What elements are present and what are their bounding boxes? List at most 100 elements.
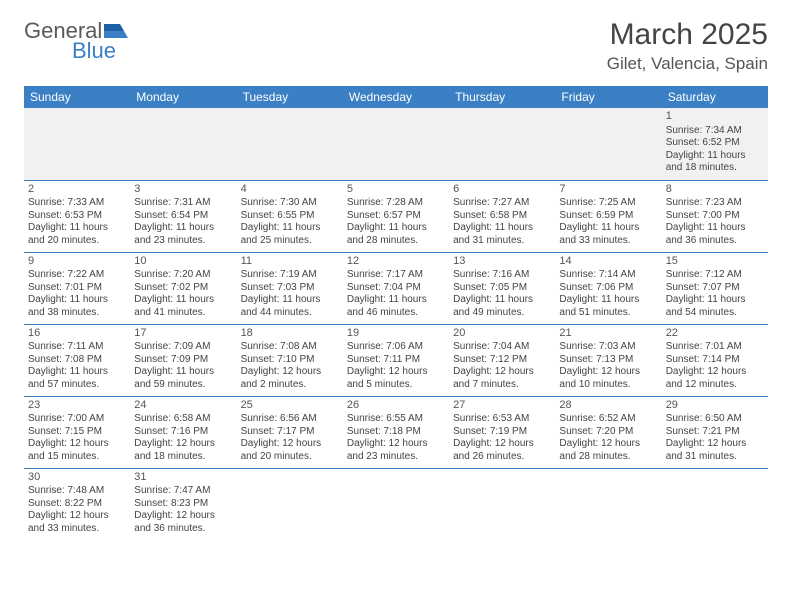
calendar-cell: 17Sunrise: 7:09 AMSunset: 7:09 PMDayligh… xyxy=(130,324,236,396)
calendar-cell: 21Sunrise: 7:03 AMSunset: 7:13 PMDayligh… xyxy=(555,324,661,396)
daylight-text: Daylight: 11 hours and 18 minutes. xyxy=(666,150,764,175)
sunrise-text: Sunrise: 7:09 AM xyxy=(134,341,232,354)
sunrise-text: Sunrise: 7:48 AM xyxy=(28,485,126,498)
day-number: 18 xyxy=(241,327,339,341)
sunset-text: Sunset: 7:03 PM xyxy=(241,282,339,295)
sunrise-text: Sunrise: 7:28 AM xyxy=(347,197,445,210)
sunrise-text: Sunrise: 7:31 AM xyxy=(134,197,232,210)
sunset-text: Sunset: 7:04 PM xyxy=(347,282,445,295)
calendar-cell: 6Sunrise: 7:27 AMSunset: 6:58 PMDaylight… xyxy=(449,180,555,252)
calendar-cell-empty xyxy=(24,108,130,180)
day-number: 21 xyxy=(559,327,657,341)
day-number: 30 xyxy=(28,471,126,485)
flag-icon xyxy=(104,23,130,39)
daylight-text: Daylight: 12 hours and 5 minutes. xyxy=(347,366,445,391)
calendar-cell-empty xyxy=(662,468,768,540)
sunrise-text: Sunrise: 7:11 AM xyxy=(28,341,126,354)
sunset-text: Sunset: 7:12 PM xyxy=(453,354,551,367)
day-number: 8 xyxy=(666,183,764,197)
daylight-text: Daylight: 11 hours and 31 minutes. xyxy=(453,222,551,247)
daylight-text: Daylight: 12 hours and 31 minutes. xyxy=(666,438,764,463)
sunrise-text: Sunrise: 7:34 AM xyxy=(666,125,764,138)
calendar-table: SundayMondayTuesdayWednesdayThursdayFrid… xyxy=(24,86,768,540)
calendar-cell: 13Sunrise: 7:16 AMSunset: 7:05 PMDayligh… xyxy=(449,252,555,324)
calendar-cell: 7Sunrise: 7:25 AMSunset: 6:59 PMDaylight… xyxy=(555,180,661,252)
sunrise-text: Sunrise: 6:50 AM xyxy=(666,413,764,426)
calendar-cell: 16Sunrise: 7:11 AMSunset: 7:08 PMDayligh… xyxy=(24,324,130,396)
sunset-text: Sunset: 7:19 PM xyxy=(453,426,551,439)
calendar-cell: 4Sunrise: 7:30 AMSunset: 6:55 PMDaylight… xyxy=(237,180,343,252)
daylight-text: Daylight: 12 hours and 7 minutes. xyxy=(453,366,551,391)
calendar-cell: 1Sunrise: 7:34 AMSunset: 6:52 PMDaylight… xyxy=(662,108,768,180)
calendar-cell: 10Sunrise: 7:20 AMSunset: 7:02 PMDayligh… xyxy=(130,252,236,324)
daylight-text: Daylight: 11 hours and 51 minutes. xyxy=(559,294,657,319)
sunrise-text: Sunrise: 7:30 AM xyxy=(241,197,339,210)
weekday-header: Sunday xyxy=(24,86,130,108)
daylight-text: Daylight: 12 hours and 26 minutes. xyxy=(453,438,551,463)
calendar-cell: 9Sunrise: 7:22 AMSunset: 7:01 PMDaylight… xyxy=(24,252,130,324)
weekday-header: Friday xyxy=(555,86,661,108)
sunrise-text: Sunrise: 7:14 AM xyxy=(559,269,657,282)
sunset-text: Sunset: 7:21 PM xyxy=(666,426,764,439)
day-number: 23 xyxy=(28,399,126,413)
sunset-text: Sunset: 8:23 PM xyxy=(134,498,232,511)
calendar-cell-empty xyxy=(449,468,555,540)
sunset-text: Sunset: 7:15 PM xyxy=(28,426,126,439)
calendar-cell: 14Sunrise: 7:14 AMSunset: 7:06 PMDayligh… xyxy=(555,252,661,324)
daylight-text: Daylight: 11 hours and 57 minutes. xyxy=(28,366,126,391)
sunset-text: Sunset: 7:00 PM xyxy=(666,210,764,223)
sunset-text: Sunset: 7:01 PM xyxy=(28,282,126,295)
weekday-header: Saturday xyxy=(662,86,768,108)
day-number: 19 xyxy=(347,327,445,341)
calendar-cell: 22Sunrise: 7:01 AMSunset: 7:14 PMDayligh… xyxy=(662,324,768,396)
sunrise-text: Sunrise: 7:22 AM xyxy=(28,269,126,282)
sunrise-text: Sunrise: 7:00 AM xyxy=(28,413,126,426)
calendar-week: 23Sunrise: 7:00 AMSunset: 7:15 PM Dayligh… xyxy=(24,396,768,468)
month-title: March 2025 xyxy=(607,18,768,52)
sunset-text: Sunset: 7:06 PM xyxy=(559,282,657,295)
calendar-cell-empty xyxy=(449,108,555,180)
day-number: 6 xyxy=(453,183,551,197)
calendar-cell: 28Sunrise: 6:52 AMSunset: 7:20 PMDayligh… xyxy=(555,396,661,468)
day-number: 1 xyxy=(666,110,764,124)
daylight-text: Daylight: 11 hours and 36 minutes. xyxy=(666,222,764,247)
calendar-cell: 29Sunrise: 6:50 AMSunset: 7:21 PMDayligh… xyxy=(662,396,768,468)
day-number: 10 xyxy=(134,255,232,269)
sunset-text: Sunset: 7:11 PM xyxy=(347,354,445,367)
calendar-cell: 11Sunrise: 7:19 AMSunset: 7:03 PMDayligh… xyxy=(237,252,343,324)
calendar-cell-empty xyxy=(237,108,343,180)
day-number: 27 xyxy=(453,399,551,413)
weekday-header: Tuesday xyxy=(237,86,343,108)
day-number: 5 xyxy=(347,183,445,197)
daylight-text: Daylight: 11 hours and 20 minutes. xyxy=(28,222,126,247)
sunrise-text: Sunrise: 7:08 AM xyxy=(241,341,339,354)
sunset-text: Sunset: 7:18 PM xyxy=(347,426,445,439)
sunset-text: Sunset: 6:58 PM xyxy=(453,210,551,223)
sunset-text: Sunset: 8:22 PM xyxy=(28,498,126,511)
sunset-text: Sunset: 6:59 PM xyxy=(559,210,657,223)
sunrise-text: Sunrise: 7:04 AM xyxy=(453,341,551,354)
day-number: 4 xyxy=(241,183,339,197)
day-number: 11 xyxy=(241,255,339,269)
sunset-text: Sunset: 7:07 PM xyxy=(666,282,764,295)
sunrise-text: Sunrise: 7:27 AM xyxy=(453,197,551,210)
daylight-text: Daylight: 11 hours and 59 minutes. xyxy=(134,366,232,391)
day-number: 31 xyxy=(134,471,232,485)
page-header: GeneralBlue March 2025 Gilet, Valencia, … xyxy=(24,18,768,74)
calendar-cell: 19Sunrise: 7:06 AMSunset: 7:11 PMDayligh… xyxy=(343,324,449,396)
brand-logo: GeneralBlue xyxy=(24,18,130,64)
sunrise-text: Sunrise: 7:17 AM xyxy=(347,269,445,282)
calendar-cell-empty xyxy=(555,468,661,540)
sunrise-text: Sunrise: 7:25 AM xyxy=(559,197,657,210)
weekday-header-row: SundayMondayTuesdayWednesdayThursdayFrid… xyxy=(24,86,768,108)
day-number: 9 xyxy=(28,255,126,269)
calendar-cell: 24Sunrise: 6:58 AMSunset: 7:16 PMDayligh… xyxy=(130,396,236,468)
calendar-cell: 18Sunrise: 7:08 AMSunset: 7:10 PMDayligh… xyxy=(237,324,343,396)
sunrise-text: Sunrise: 6:58 AM xyxy=(134,413,232,426)
day-number: 3 xyxy=(134,183,232,197)
calendar-cell: 5Sunrise: 7:28 AMSunset: 6:57 PMDaylight… xyxy=(343,180,449,252)
sunrise-text: Sunrise: 7:12 AM xyxy=(666,269,764,282)
daylight-text: Daylight: 12 hours and 10 minutes. xyxy=(559,366,657,391)
sunrise-text: Sunrise: 7:01 AM xyxy=(666,341,764,354)
sunset-text: Sunset: 7:16 PM xyxy=(134,426,232,439)
